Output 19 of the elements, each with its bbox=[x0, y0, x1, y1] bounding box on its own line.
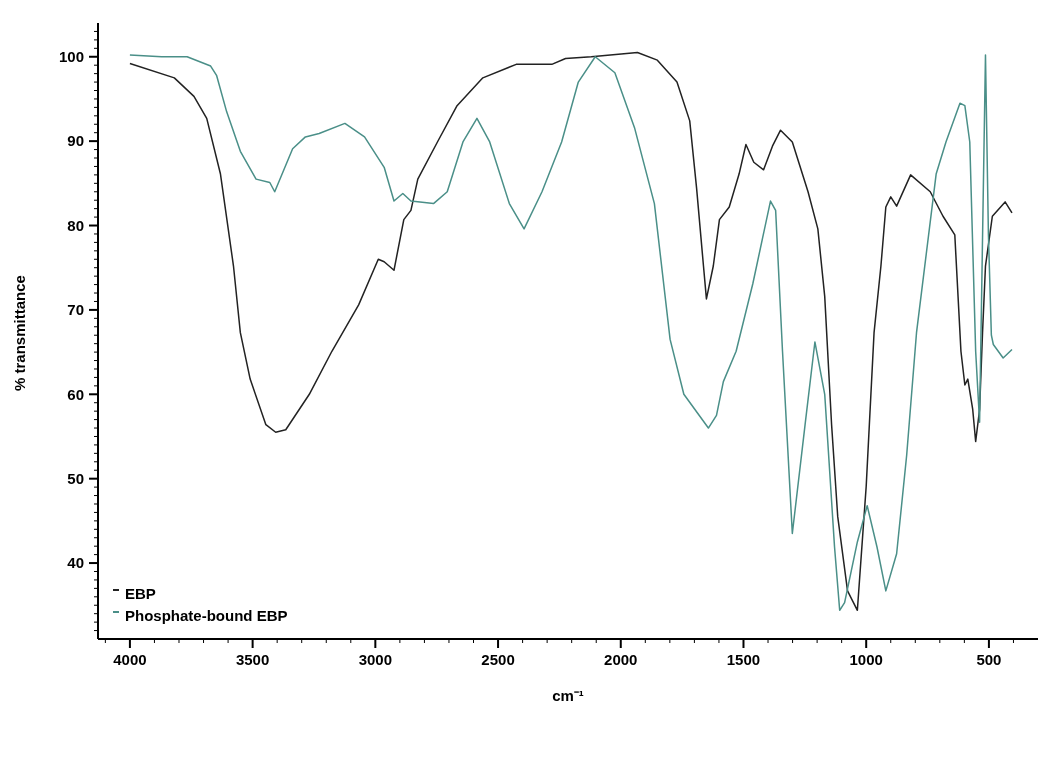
y-tick-label: 100 bbox=[58, 48, 84, 65]
x-tick-label: 1500 bbox=[726, 651, 761, 668]
x-tick-label: 500 bbox=[976, 651, 1002, 668]
x-axis-title: cm⁻¹ bbox=[552, 687, 584, 704]
legend-label: Phosphate-bound EBP bbox=[125, 606, 288, 626]
y-tick-label: 40 bbox=[67, 554, 84, 572]
x-tick-label: 2500 bbox=[481, 651, 515, 668]
x-tick-label: 1000 bbox=[849, 651, 883, 668]
y-tick-label: 90 bbox=[67, 132, 84, 150]
x-tick-label: 2000 bbox=[604, 651, 638, 668]
legend-label: EBP bbox=[125, 584, 156, 604]
y-axis-title: % transmittance bbox=[11, 275, 29, 391]
y-tick-label: 60 bbox=[67, 385, 84, 403]
x-tick-label: 3000 bbox=[358, 651, 393, 668]
y-tick-label: 70 bbox=[67, 301, 84, 319]
x-tick-label: 4000 bbox=[113, 651, 147, 668]
x-tick-label: 3500 bbox=[235, 651, 270, 668]
y-tick-label: 80 bbox=[67, 216, 84, 234]
y-tick-label: 50 bbox=[67, 469, 84, 487]
